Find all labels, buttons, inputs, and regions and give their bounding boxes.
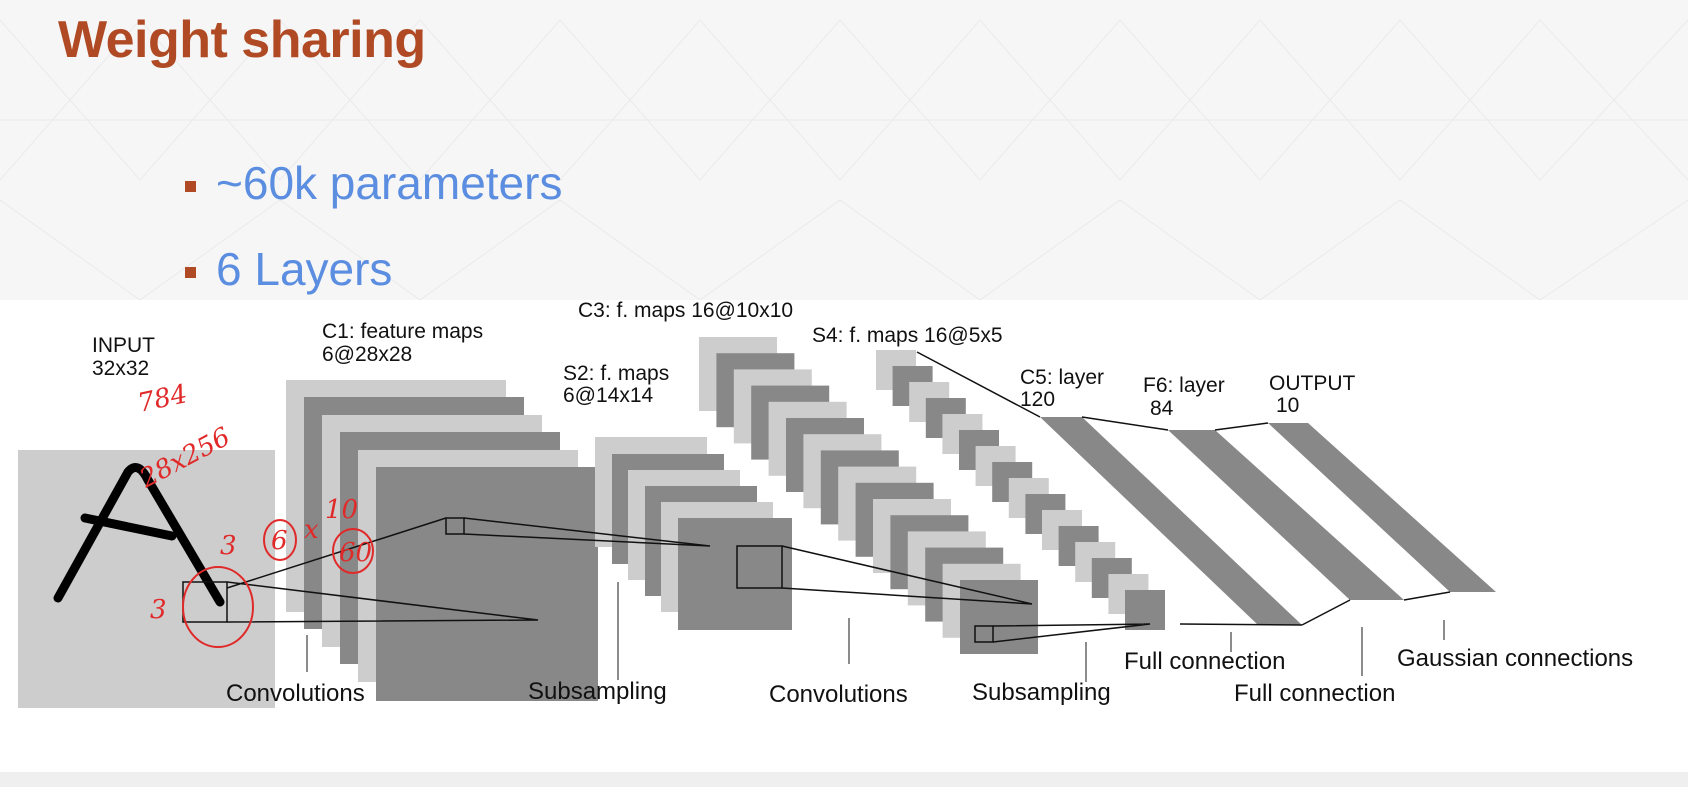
bullet-item: 6 Layers	[180, 236, 562, 322]
layer-labels: INPUT 32x32 C1: feature maps 6@28x28 S2:…	[92, 300, 1356, 420]
annotation-circle	[263, 519, 297, 561]
input-glyph-strokes	[53, 463, 225, 607]
subsampling-label: Subsampling	[528, 678, 667, 705]
annotation-784: 784	[135, 379, 190, 419]
f6-label: F6: layer	[1143, 374, 1225, 397]
full-connection-label: Full connection	[1124, 648, 1285, 675]
c1-label: C1: feature maps	[322, 320, 483, 343]
s4-feature-maps	[876, 350, 1165, 630]
annotation-3-top: 3	[220, 531, 237, 561]
s2-map	[678, 518, 792, 630]
tick-marks	[306, 582, 1445, 682]
bullet-square-icon	[185, 267, 196, 278]
annotation-3-left: 3	[150, 595, 167, 625]
c3-receptive-field	[974, 625, 994, 643]
gaussian-connections-label: Gaussian connections	[1397, 645, 1633, 672]
c1-receptive-field	[445, 517, 465, 535]
c3-feature-maps	[699, 337, 1038, 654]
output-size-label: 10	[1276, 394, 1299, 417]
connection-labels: Convolutions Subsampling Convolutions Su…	[226, 645, 1633, 708]
c3-label: C3: f. maps 16@10x10	[578, 300, 793, 322]
c5-layer-band	[1040, 417, 1302, 625]
s2-label: S2: f. maps	[563, 362, 669, 385]
c1-feature-maps	[286, 380, 598, 701]
s2-feature-maps	[595, 437, 792, 630]
full-connection-label: Full connection	[1234, 680, 1395, 707]
c5-size-label: 120	[1020, 388, 1055, 411]
output-label: OUTPUT	[1269, 372, 1356, 395]
bullet-text: 6 Layers	[216, 243, 393, 295]
annotation-circle	[332, 528, 374, 574]
s4-label: S4: f. maps 16@5x5	[812, 324, 1003, 347]
c5-label: C5: layer	[1020, 366, 1104, 389]
background-pattern	[0, 19, 1688, 300]
lenet-diagram: INPUT 32x32 C1: feature maps 6@28x28 S2:…	[0, 300, 1688, 772]
annotation-10: 10	[325, 495, 358, 525]
bullet-square-icon	[185, 181, 196, 192]
s2-receptive-field	[736, 545, 783, 589]
s2-size-label: 6@14x14	[563, 384, 654, 407]
lenet-architecture-svg: INPUT 32x32 C1: feature maps 6@28x28 S2:…	[18, 300, 1633, 708]
f6-layer-band	[1168, 430, 1404, 600]
convolutions-label: Convolutions	[226, 680, 365, 707]
annotation-60: 60	[339, 538, 372, 568]
annotation-x: x	[304, 515, 319, 545]
bullet-text: ~60k parameters	[216, 157, 563, 209]
f6-size-label: 84	[1150, 397, 1174, 420]
output-layer-band	[1268, 423, 1496, 592]
c1-size-label: 6@28x28	[322, 343, 412, 366]
input-image	[18, 450, 275, 708]
slide-background	[0, 0, 1688, 300]
subsampling-label: Subsampling	[972, 679, 1111, 706]
annotation-circle	[182, 566, 254, 648]
bottom-strip	[0, 772, 1688, 787]
connection-lines	[226, 351, 1451, 643]
c1-map	[376, 467, 598, 701]
annotation-6: 6	[271, 526, 288, 556]
handwritten-annotations	[182, 519, 374, 648]
c3-map	[960, 580, 1038, 654]
convolutions-label: Convolutions	[769, 681, 908, 708]
bullet-list: ~60k parameters 6 Layers	[180, 150, 562, 322]
input-label: INPUT	[92, 334, 155, 357]
input-size-label: 32x32	[92, 357, 149, 380]
bullet-item: ~60k parameters	[180, 150, 562, 236]
slide-title: Weight sharing	[58, 11, 426, 69]
